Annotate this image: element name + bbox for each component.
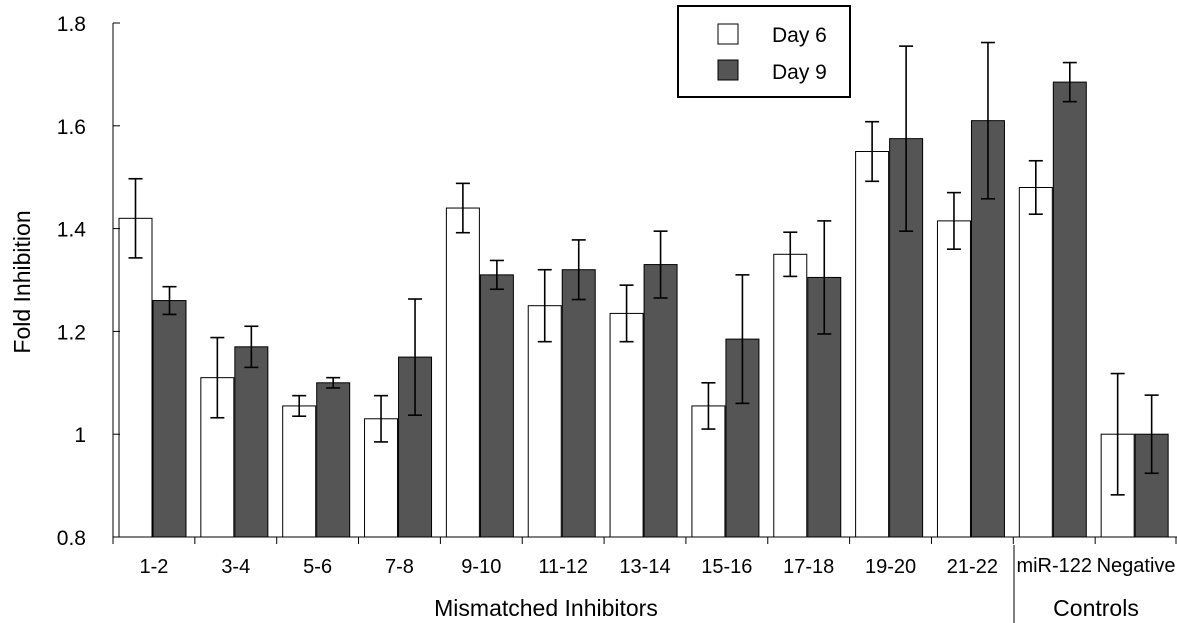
bar-day-6 — [1018, 186, 1053, 538]
bar-day-6 — [936, 220, 971, 538]
controls-group-title: Controls — [1053, 595, 1139, 621]
x-tick-label: 15-16 — [701, 556, 752, 578]
legend-label-day9: Day 9 — [772, 61, 827, 84]
y-tick-label: 1.4 — [57, 219, 87, 242]
x-tick-label: 21-22 — [947, 556, 998, 578]
bar-day-6 — [282, 405, 317, 538]
y-tick-label: 1 — [74, 424, 86, 447]
x-tick-label: 11-12 — [538, 556, 588, 578]
bar-day-9 — [1052, 81, 1087, 538]
x-tick-label: 19-20 — [865, 556, 916, 578]
legend: Day 6 Day 9 — [677, 5, 851, 98]
bar-day-9 — [316, 382, 351, 538]
bar-day-6 — [609, 312, 644, 538]
x-tick-label: 1-2 — [139, 556, 168, 578]
legend-label-day6: Day 6 — [772, 24, 827, 47]
plot-area — [118, 41, 1169, 538]
legend-box — [677, 5, 851, 98]
x-tick-label: miR-122 — [1016, 555, 1092, 577]
bar-day-9 — [561, 269, 596, 538]
axes: 0.8 1 1.2 1.4 1.6 1.8 1-2 3-4 5-6 7-8 9-10 11-12 13-… — [57, 13, 1177, 578]
bar-day-6 — [855, 151, 890, 538]
y-axis-title: Fold Inhibition — [9, 210, 35, 353]
bar-day-6 — [118, 217, 153, 538]
y-tick-label: 1.2 — [57, 321, 86, 344]
x-tick-label: 3-4 — [221, 556, 250, 578]
y-tick-label: 1.6 — [57, 116, 86, 139]
x-tick-label: 17-18 — [783, 556, 834, 578]
y-tick-label: 1.8 — [57, 13, 86, 36]
x-tick-label: 5-6 — [303, 556, 332, 578]
bar-day-9 — [234, 346, 269, 538]
legend-swatch-day9 — [717, 59, 739, 81]
x-tick-label: 7-8 — [385, 556, 414, 578]
bar-day-9 — [479, 274, 514, 538]
y-tick-label: 0.8 — [57, 527, 86, 550]
bar-day-6 — [773, 253, 808, 538]
x-axis-title: Mismatched Inhibitors — [434, 595, 658, 621]
x-tick-label: 9-10 — [461, 556, 501, 578]
bar-day-9 — [152, 300, 187, 538]
x-tick-label: 13-14 — [619, 556, 670, 578]
bar-day-6 — [445, 207, 480, 538]
bar-day-9 — [643, 264, 678, 538]
x-tick-label: Negative — [1097, 555, 1176, 577]
legend-swatch-day6 — [717, 23, 739, 45]
